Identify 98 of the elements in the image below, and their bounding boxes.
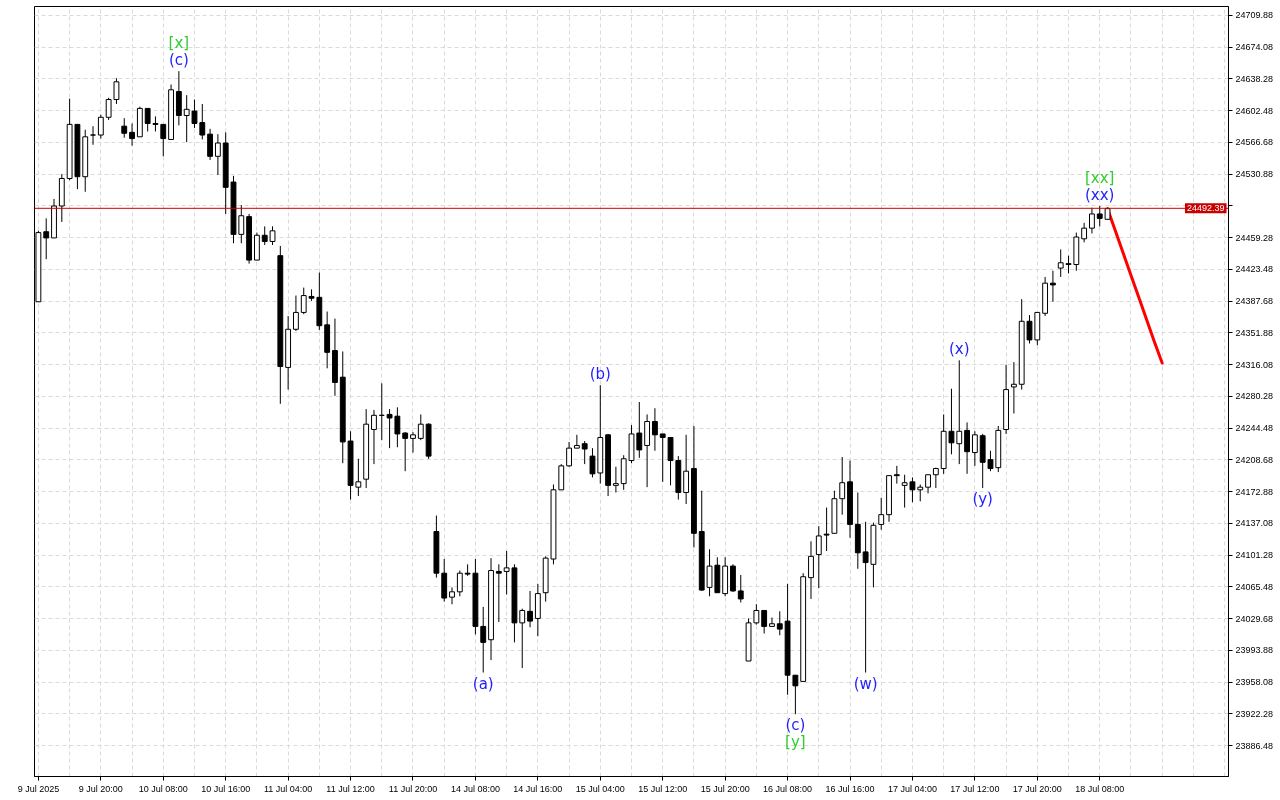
candlestick [456,570,463,597]
candlestick [644,413,651,488]
x-tick-label: 11 Jul 20:00 [388,783,438,794]
y-tick-label: 24029.68 [1235,613,1274,624]
candlestick [214,133,221,176]
candlestick [566,441,572,468]
y-tick-label: 24674.08 [1235,42,1274,53]
ref-line-label: 24492.39 [1186,203,1225,214]
x-tick-label: 16 Jul 16:00 [825,783,875,794]
candlestick [121,117,128,139]
y-tick-label: 24638.28 [1235,73,1274,84]
candlestick [160,123,167,157]
x-tick-label: 15 Jul 20:00 [700,783,750,794]
x-tick-label: 15 Jul 12:00 [638,783,688,794]
candlestick [1010,361,1017,415]
y-tick-label: 24101.28 [1235,550,1274,561]
x-tick-label: 14 Jul 16:00 [513,783,563,794]
x-tick-label: 11 Jul 12:00 [326,783,375,794]
candlestick [878,497,885,531]
y-tick-label: 24566.68 [1235,137,1274,148]
y-tick-label: 23993.88 [1235,645,1274,656]
candlestick [293,295,299,332]
candlestick [769,617,775,627]
y-tick-label: 24709.88 [1235,10,1274,21]
candlestick [683,434,690,505]
y-tick-label: 24172.88 [1235,486,1274,497]
y-tick-label: 24316.08 [1235,359,1274,370]
candlestick [573,434,580,449]
y-tick-label: 24602.48 [1235,105,1274,116]
candlestick [371,409,377,465]
candlestick [402,431,409,472]
candlestick [417,413,424,441]
candlestick [964,421,970,475]
annotation: [y] [785,733,806,752]
candlestick [823,507,830,552]
candlestick [558,463,565,491]
y-tick-label: 24530.88 [1235,169,1274,180]
candlestick [815,525,822,589]
x-tick-label: 10 Jul 16:00 [201,783,251,794]
candlestick [612,466,619,493]
candlestick [495,563,502,623]
candlestick [737,574,744,603]
candlestick [839,456,846,516]
candlestick [651,407,658,452]
annotation: (a) [472,674,494,693]
y-tick-label: 23958.08 [1235,677,1274,688]
annotation: [x] [168,34,190,53]
line-series [1106,207,1164,365]
candlestick [808,540,814,600]
candlestick [43,217,50,260]
candlestick [97,114,104,140]
y-tick-label: 24280.28 [1235,391,1274,402]
x-tick-label: 17 Jul 20:00 [1012,783,1062,794]
x-tick-label: 11 Jul 04:00 [263,783,313,794]
y-tick-label: 24137.08 [1235,518,1274,529]
y-tick-label: 24065.48 [1235,581,1274,592]
x-tick-label: 15 Jul 04:00 [575,783,625,794]
candlestick [175,70,182,126]
annotation: (c) [168,51,189,70]
candlestick [971,430,978,467]
annotation: (x) [948,340,970,359]
y-tick-label: 24423.48 [1235,264,1274,275]
candlestick [207,128,214,161]
candlestick [761,609,768,635]
candlestick [792,674,799,715]
annotation: (y) [972,490,993,509]
candlestick [1049,270,1056,303]
candlestick [925,474,931,494]
candlestick [410,431,416,454]
x-tick-label: 9 Jul 2025 [17,783,60,794]
y-tick-label: 23922.28 [1235,708,1274,719]
candlestick [527,590,533,628]
candlestick [480,606,487,674]
candlestick [753,603,760,626]
candlestick [776,610,783,636]
candlestick [1089,207,1095,234]
x-tick-label: 10 Jul 08:00 [138,783,188,794]
x-tick-label: 18 Jul 08:00 [1075,783,1125,794]
y-tick-label: 24244.48 [1235,423,1274,434]
x-tick-label: 16 Jul 08:00 [763,783,813,794]
x-tick-label: 9 Jul 20:00 [78,783,123,794]
y-tick-label: 23886.48 [1235,740,1274,751]
x-tick-label: 17 Jul 04:00 [887,783,937,794]
y-tick-label: 24351.88 [1235,327,1274,338]
y-tick-label: 24387.68 [1235,296,1274,307]
candlestick [581,440,588,465]
annotation: (w) [853,674,878,693]
candlestick [129,122,135,147]
candlestick [1081,222,1088,243]
x-tick-label: 17 Jul 12:00 [950,783,1000,794]
annotation: [xx] [1085,168,1115,187]
annotation: (c) [785,716,806,735]
annotation: (xx) [1085,185,1115,204]
candlestick [449,586,455,605]
annotation: (b) [589,365,611,384]
y-tick-label: 24459.28 [1235,232,1274,243]
x-tick-label: 14 Jul 08:00 [450,783,500,794]
y-tick-label: 24208.68 [1235,454,1274,465]
